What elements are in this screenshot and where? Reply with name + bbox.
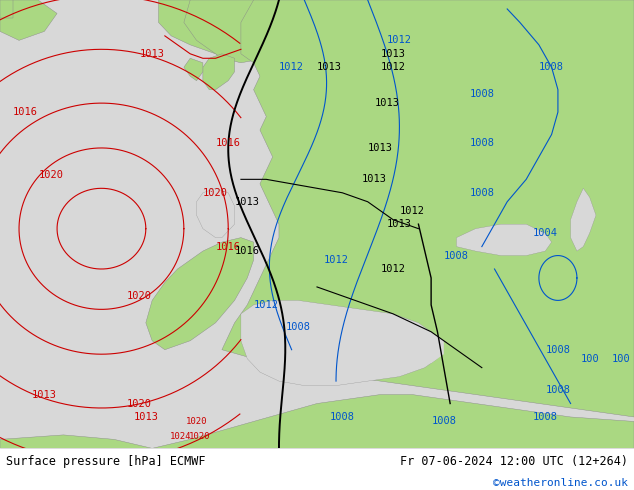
Text: 1013: 1013 [361, 174, 387, 184]
Text: 1013: 1013 [380, 49, 406, 59]
Text: 1004: 1004 [533, 228, 558, 238]
Text: 1012: 1012 [279, 62, 304, 72]
Polygon shape [241, 300, 444, 386]
Polygon shape [146, 238, 254, 350]
Polygon shape [158, 0, 285, 58]
Text: 1013: 1013 [139, 49, 165, 59]
Text: 1016: 1016 [13, 107, 38, 117]
Text: 1012: 1012 [323, 255, 349, 265]
Polygon shape [0, 0, 57, 40]
Text: 1013: 1013 [133, 412, 158, 422]
Text: 1012: 1012 [254, 300, 279, 310]
Text: 1013: 1013 [235, 197, 260, 207]
Text: 1013: 1013 [387, 219, 412, 229]
Text: 1013: 1013 [368, 143, 393, 153]
Polygon shape [399, 327, 444, 363]
Text: 1020: 1020 [203, 188, 228, 198]
Polygon shape [197, 188, 235, 238]
Polygon shape [184, 58, 203, 81]
Text: 1012: 1012 [387, 35, 412, 46]
Text: 1012: 1012 [380, 264, 406, 274]
Text: 1016: 1016 [235, 246, 260, 256]
Polygon shape [203, 54, 235, 90]
Text: 1012: 1012 [380, 62, 406, 72]
Polygon shape [222, 0, 634, 417]
Text: 100: 100 [580, 354, 599, 364]
Text: ©weatheronline.co.uk: ©weatheronline.co.uk [493, 477, 628, 488]
Text: 1008: 1008 [469, 139, 495, 148]
Text: 1020: 1020 [38, 170, 63, 180]
Text: 1008: 1008 [539, 62, 564, 72]
Polygon shape [0, 394, 634, 448]
Text: Fr 07-06-2024 12:00 UTC (12+264): Fr 07-06-2024 12:00 UTC (12+264) [399, 455, 628, 468]
Polygon shape [571, 188, 596, 251]
Text: 1013: 1013 [317, 62, 342, 72]
Text: 1008: 1008 [285, 322, 311, 332]
Text: 1013: 1013 [374, 98, 399, 108]
Text: 1008: 1008 [469, 188, 495, 198]
Polygon shape [184, 0, 317, 63]
Text: 1008: 1008 [545, 385, 571, 395]
Polygon shape [216, 90, 260, 135]
Text: 1013: 1013 [32, 390, 57, 399]
Text: 1020: 1020 [186, 417, 207, 426]
Text: 1016: 1016 [216, 242, 241, 251]
Text: Surface pressure [hPa] ECMWF: Surface pressure [hPa] ECMWF [6, 455, 206, 468]
Text: 1008: 1008 [330, 412, 355, 422]
Text: 1008: 1008 [533, 412, 558, 422]
Text: 1008: 1008 [444, 250, 469, 261]
Text: 1020: 1020 [127, 398, 152, 409]
Text: 1020: 1020 [189, 432, 210, 441]
Text: 1008: 1008 [431, 416, 456, 426]
Text: 1024: 1024 [170, 432, 191, 441]
Text: 1008: 1008 [545, 344, 571, 355]
Polygon shape [0, 0, 13, 18]
Text: 1020: 1020 [127, 291, 152, 301]
Text: 1008: 1008 [469, 89, 495, 99]
Text: 1012: 1012 [399, 206, 425, 216]
Polygon shape [456, 224, 552, 256]
Text: 1016: 1016 [216, 139, 241, 148]
Text: 100: 100 [612, 354, 631, 364]
